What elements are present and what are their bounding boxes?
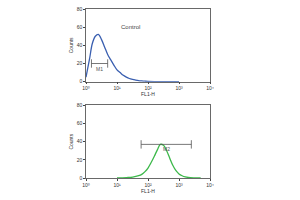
svg-text:10⁰: 10⁰ xyxy=(82,182,90,188)
svg-text:0: 0 xyxy=(79,78,82,84)
svg-text:20: 20 xyxy=(77,157,83,163)
svg-text:FL1-H: FL1-H xyxy=(141,188,155,194)
svg-text:60: 60 xyxy=(77,24,83,30)
svg-text:80: 80 xyxy=(77,6,83,12)
svg-text:10³: 10³ xyxy=(175,182,183,188)
svg-text:60: 60 xyxy=(77,120,83,126)
svg-text:10¹: 10¹ xyxy=(113,182,121,188)
svg-text:M1: M1 xyxy=(96,66,103,72)
svg-text:Counts: Counts xyxy=(68,37,74,53)
svg-text:10²: 10² xyxy=(144,85,152,91)
svg-text:10⁴: 10⁴ xyxy=(206,85,214,91)
svg-text:40: 40 xyxy=(77,138,83,144)
svg-text:20: 20 xyxy=(77,60,83,66)
svg-text:10²: 10² xyxy=(144,182,152,188)
svg-text:Control: Control xyxy=(121,24,140,30)
svg-text:40: 40 xyxy=(77,42,83,48)
svg-text:10³: 10³ xyxy=(175,85,183,91)
svg-text:10⁴: 10⁴ xyxy=(206,182,214,188)
svg-text:10⁰: 10⁰ xyxy=(82,85,90,91)
svg-text:80: 80 xyxy=(77,102,83,108)
svg-text:Counts: Counts xyxy=(68,133,74,149)
svg-text:FL1-H: FL1-H xyxy=(141,91,155,97)
svg-text:10¹: 10¹ xyxy=(113,85,121,91)
svg-text:M2: M2 xyxy=(163,146,170,152)
svg-text:0: 0 xyxy=(79,175,82,181)
